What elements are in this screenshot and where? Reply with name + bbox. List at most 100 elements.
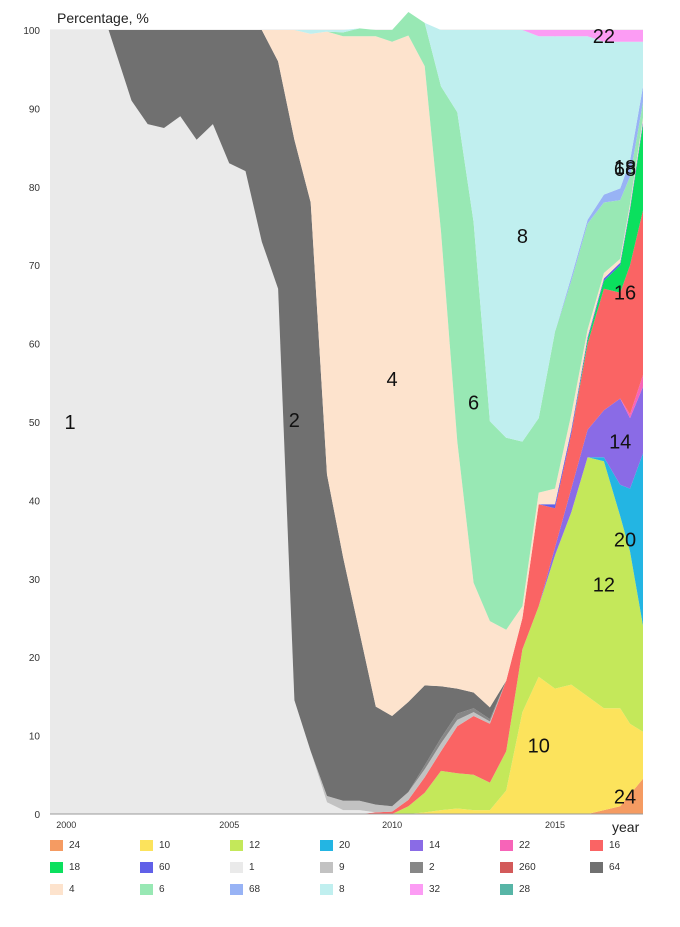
legend-swatch (410, 884, 423, 895)
legend-swatch (590, 840, 603, 851)
series-label: 6 (468, 392, 479, 414)
legend-swatch (50, 884, 63, 895)
legend-label: 2 (429, 862, 435, 873)
y-tick-label: 20 (29, 653, 41, 664)
series-label: 68 (614, 159, 636, 181)
legend-label: 10 (159, 840, 171, 851)
legend-swatch (320, 862, 333, 873)
x-tick-label: 2015 (545, 820, 565, 830)
series-label: 18 (614, 157, 636, 179)
legend-swatch (320, 840, 333, 851)
legend-swatch (230, 862, 243, 873)
legend-swatch (500, 862, 513, 873)
legend-label: 22 (519, 840, 531, 851)
y-tick-label: 40 (29, 496, 41, 507)
series-label: 22 (593, 26, 615, 48)
series-label: 20 (614, 530, 636, 552)
series-label: 12 (593, 575, 615, 597)
area-series-12 (50, 457, 643, 814)
legend-label: 32 (429, 884, 441, 895)
legend-item-68[interactable]: 68 (230, 884, 260, 895)
series-label: 24 (614, 786, 636, 808)
y-tick-label: 90 (29, 104, 41, 115)
legend-item-22[interactable]: 22 (500, 840, 530, 851)
legend-item-20[interactable]: 20 (320, 840, 350, 851)
legend-swatch (320, 884, 333, 895)
area-series-10 (50, 676, 643, 814)
legend-label: 24 (69, 840, 81, 851)
y-tick-label: 0 (34, 810, 40, 821)
legend-label: 60 (159, 862, 171, 873)
legend-item-8[interactable]: 8 (320, 884, 345, 895)
legend-swatch (230, 884, 243, 895)
legend-label: 6 (159, 884, 165, 895)
legend-label: 9 (339, 862, 345, 873)
series-label: 1 (64, 412, 75, 434)
legend-label: 1 (249, 862, 255, 873)
legend-label: 20 (339, 840, 351, 851)
legend-item-9[interactable]: 9 (320, 862, 345, 873)
legend-label: 16 (609, 840, 621, 851)
legend-label: 28 (519, 884, 531, 895)
legend-swatch (140, 862, 153, 873)
area-series-1 (50, 30, 643, 814)
y-tick-label: 30 (29, 575, 41, 586)
legend-item-32[interactable]: 32 (410, 884, 440, 895)
series-label: 16 (614, 283, 636, 305)
x-tick-label: 2010 (382, 820, 402, 830)
legend-item-4[interactable]: 4 (50, 884, 75, 895)
legend-item-12[interactable]: 12 (230, 840, 260, 851)
area-series-4 (50, 30, 643, 716)
legend-item-24[interactable]: 24 (50, 840, 80, 851)
series-label: 8 (517, 226, 528, 248)
legend-swatch (50, 862, 63, 873)
legend-item-18[interactable]: 18 (50, 862, 80, 873)
legend-item-1[interactable]: 1 (230, 862, 255, 873)
area-series-64 (50, 30, 643, 807)
x-axis-title: year (612, 819, 640, 835)
legend-label: 18 (69, 862, 81, 873)
series-label: 10 (528, 735, 550, 757)
y-tick-label: 10 (29, 732, 41, 743)
y-tick-label: 80 (29, 183, 41, 194)
legend-swatch (590, 862, 603, 873)
legend-label: 8 (339, 884, 345, 895)
area-series-6 (50, 12, 643, 630)
area-series-group (50, 12, 643, 815)
legend-item-28[interactable]: 28 (500, 884, 530, 895)
y-tick-label: 60 (29, 340, 41, 351)
legend-item-60[interactable]: 60 (140, 862, 170, 873)
x-tick-label: 2000 (56, 820, 76, 830)
legend-swatch (410, 862, 423, 873)
legend-label: 14 (429, 840, 441, 851)
legend-label: 68 (249, 884, 261, 895)
x-tick-label: 2005 (219, 820, 239, 830)
legend-swatch (410, 840, 423, 851)
legend-item-260[interactable]: 260 (500, 862, 536, 873)
legend-item-14[interactable]: 14 (410, 840, 440, 851)
series-label: 2 (289, 410, 300, 432)
legend-label: 64 (609, 862, 621, 873)
series-label: 4 (387, 369, 398, 391)
legend-swatch (500, 840, 513, 851)
legend-swatch (140, 840, 153, 851)
legend-item-2[interactable]: 2 (410, 862, 435, 873)
legend-item-64[interactable]: 64 (590, 862, 620, 873)
y-axis-title: Percentage, % (57, 10, 149, 26)
legend-swatch (140, 884, 153, 895)
legend-item-10[interactable]: 10 (140, 840, 170, 851)
legend-swatch (230, 840, 243, 851)
legend-label: 260 (519, 862, 536, 873)
series-label: 14 (609, 432, 631, 454)
area-series-8 (50, 12, 643, 442)
legend-label: 4 (69, 884, 75, 895)
y-tick-label: 70 (29, 261, 41, 272)
legend-item-16[interactable]: 16 (590, 840, 620, 851)
y-tick-label: 100 (23, 26, 40, 37)
legend-item-6[interactable]: 6 (140, 884, 165, 895)
legend-label: 12 (249, 840, 261, 851)
